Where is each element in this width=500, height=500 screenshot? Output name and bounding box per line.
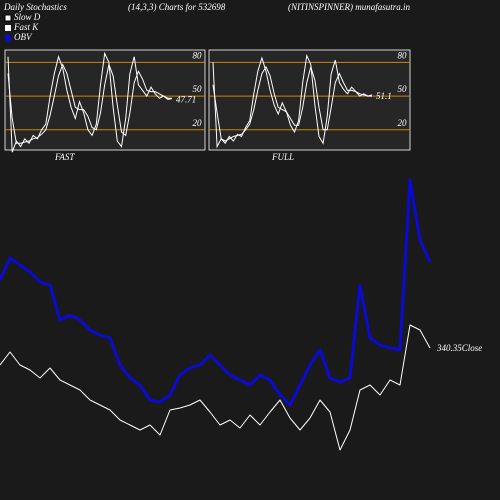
y-tick-label: 20: [193, 118, 203, 128]
value-label: 51.1: [376, 91, 392, 101]
legend-entry: Fast K: [13, 22, 39, 32]
obv-line: [0, 178, 432, 407]
y-tick-label: 80: [398, 50, 408, 60]
price-line: [0, 324, 431, 451]
panel-label: FAST: [54, 152, 75, 162]
legend-swatch: [5, 25, 11, 31]
legend-entry: OBV: [14, 32, 33, 42]
y-tick-label: 50: [398, 84, 408, 94]
stoch-line: [7, 51, 173, 153]
legend-swatch: [4, 14, 12, 22]
header-left: Daily Stochastics: [3, 2, 67, 12]
panel-background: [4, 49, 206, 151]
close-name: Close: [462, 343, 483, 353]
close-value: 340.35: [436, 343, 462, 353]
y-tick-label: 80: [193, 50, 203, 60]
header-right: (NITINSPINNER) munafasutra.in: [288, 2, 411, 12]
legend-entry: Slow D: [14, 12, 41, 22]
close-label: 340.35Close: [436, 343, 482, 353]
header-center: (14,3,3) Charts for 532698: [128, 2, 226, 12]
y-tick-label: 50: [193, 84, 203, 94]
y-tick-label: 20: [398, 118, 408, 128]
value-label: 47.71: [176, 95, 196, 105]
legend-swatch: [4, 34, 12, 42]
stoch-line: [7, 62, 172, 144]
stoch-line: [212, 53, 373, 149]
panel-label: FULL: [271, 152, 294, 162]
